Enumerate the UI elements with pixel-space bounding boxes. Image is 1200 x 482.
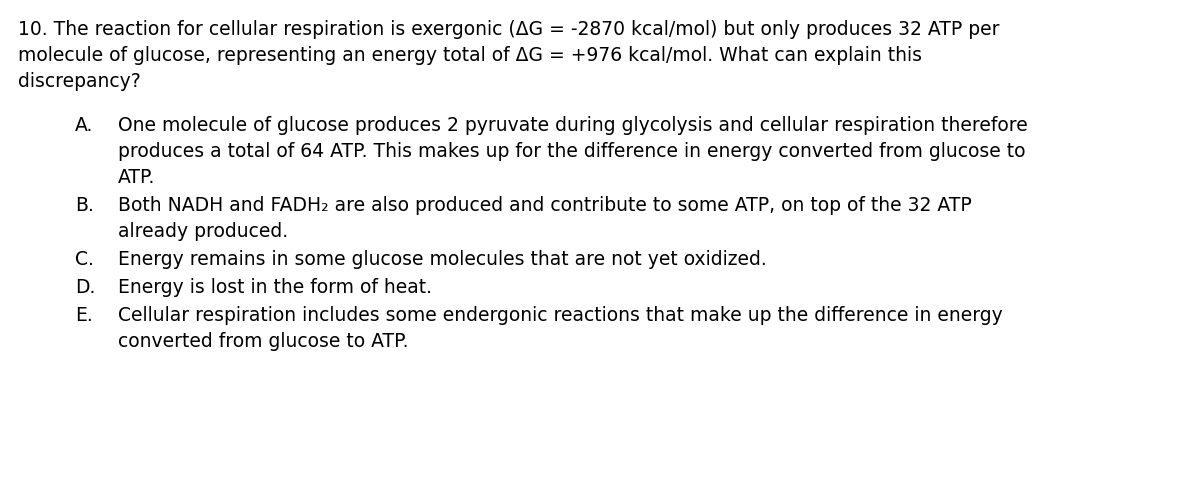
Text: converted from glucose to ATP.: converted from glucose to ATP. [118, 332, 408, 351]
Text: molecule of glucose, representing an energy total of ΔG = +976 kcal/mol. What ca: molecule of glucose, representing an ene… [18, 46, 922, 65]
Text: B.: B. [74, 196, 94, 215]
Text: produces a total of 64 ATP. This makes up for the difference in energy converted: produces a total of 64 ATP. This makes u… [118, 142, 1026, 161]
Text: One molecule of glucose produces 2 pyruvate during glycolysis and cellular respi: One molecule of glucose produces 2 pyruv… [118, 116, 1027, 135]
Text: Energy is lost in the form of heat.: Energy is lost in the form of heat. [118, 278, 432, 297]
Text: C.: C. [74, 250, 94, 269]
Text: 10. The reaction for cellular respiration is exergonic (ΔG = -2870 kcal/mol) but: 10. The reaction for cellular respiratio… [18, 20, 1000, 39]
Text: Both NADH and FADH₂ are also produced and contribute to some ATP, on top of the : Both NADH and FADH₂ are also produced an… [118, 196, 972, 215]
Text: Energy remains in some glucose molecules that are not yet oxidized.: Energy remains in some glucose molecules… [118, 250, 767, 269]
Text: discrepancy?: discrepancy? [18, 72, 140, 91]
Text: already produced.: already produced. [118, 222, 288, 241]
Text: ATP.: ATP. [118, 168, 155, 187]
Text: D.: D. [74, 278, 95, 297]
Text: Cellular respiration includes some endergonic reactions that make up the differe: Cellular respiration includes some ender… [118, 306, 1003, 325]
Text: A.: A. [74, 116, 94, 135]
Text: E.: E. [74, 306, 92, 325]
